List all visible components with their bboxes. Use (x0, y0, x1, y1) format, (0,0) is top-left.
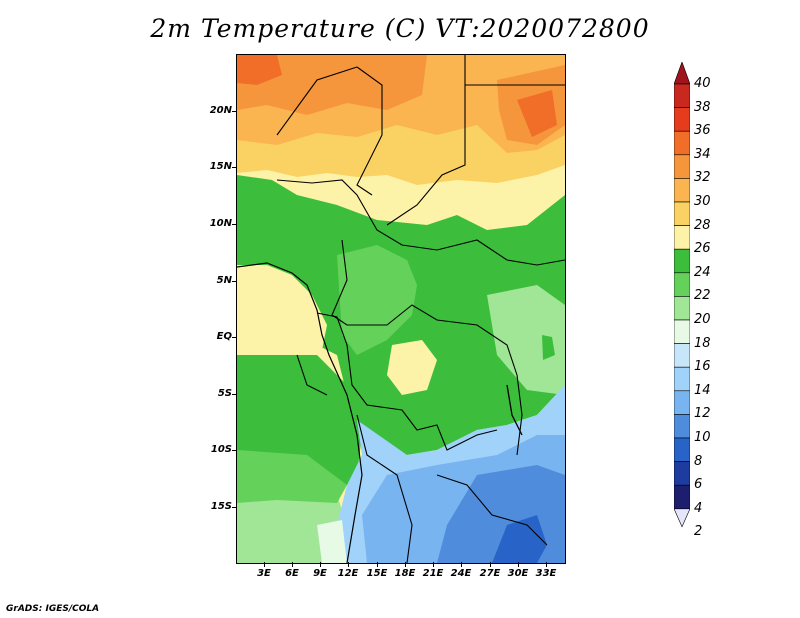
colorbar-label: 8 (694, 453, 703, 469)
lon-label-12e: 12E (337, 568, 359, 579)
lat-label-5n: 5N (216, 275, 232, 286)
colorbar-box (674, 319, 690, 344)
field-18-20-eastafrica (487, 285, 565, 395)
colorbar-box (674, 437, 690, 462)
colorbar-label: 26 (694, 241, 711, 257)
colorbar-box (674, 154, 690, 179)
colorbar-box (674, 390, 690, 415)
lat-tick (232, 111, 237, 112)
colorbar-box-bottom (674, 508, 690, 528)
lat-tick (232, 167, 237, 168)
colorbar-label: 12 (694, 406, 711, 422)
colorbar-box (674, 296, 690, 321)
lon-tick (377, 562, 378, 567)
colorbar-label: 34 (694, 146, 711, 162)
colorbar-label: 16 (694, 359, 711, 375)
lon-tick (518, 562, 519, 567)
colorbar-label: 40 (694, 76, 711, 91)
colorbar-box (674, 225, 690, 250)
colorbar-box (674, 366, 690, 392)
lon-tick (264, 562, 265, 567)
lon-tick (320, 562, 321, 567)
lat-tick (232, 394, 237, 395)
coastline (237, 262, 363, 563)
lon-tick (433, 562, 434, 567)
lon-tick (405, 562, 406, 567)
lon-label-15e: 15E (366, 568, 388, 579)
lat-label-10n: 10N (209, 218, 232, 229)
lon-tick (292, 562, 293, 567)
colorbar-box (674, 107, 690, 132)
lon-label-30e: 30E (507, 568, 529, 579)
lat-tick (232, 507, 237, 508)
colorbar-box (674, 272, 690, 297)
colorbar-label: 30 (694, 194, 711, 209)
colorbar-label: 4 (694, 500, 703, 516)
lon-label-21e: 21E (422, 568, 444, 579)
colorbar-label: 36 (694, 123, 711, 139)
temperature-map (236, 54, 566, 564)
colorbar-box (674, 201, 690, 226)
lat-tick (232, 337, 237, 338)
colorbar-box (674, 83, 690, 108)
colorbar-label: 18 (694, 335, 711, 351)
field-20-22-angola (237, 450, 347, 503)
field-18-20-southwest (237, 490, 347, 563)
lon-label-27e: 27E (479, 568, 501, 579)
colorbar-label: 38 (694, 99, 711, 115)
lon-label-9e: 9E (313, 568, 327, 579)
field-20-22-basin (337, 245, 417, 355)
colorbar-box (674, 414, 690, 439)
colorbar-box (674, 461, 690, 486)
field-34-36-east (517, 90, 557, 137)
lat-tick (232, 450, 237, 451)
field-34-36 (237, 55, 282, 85)
lat-label-15n: 15N (209, 161, 232, 172)
temperature-field (237, 55, 565, 563)
lon-tick (461, 562, 462, 567)
colorbar-label: 24 (694, 264, 711, 280)
lat-tick (232, 281, 237, 282)
colorbar-label: 2 (694, 524, 703, 540)
country-borders (276, 55, 565, 563)
lat-label-15s: 15S (210, 501, 232, 512)
lake-tanganyika (506, 384, 523, 436)
colorbar-label: 22 (694, 288, 711, 304)
field-32-34-west (237, 55, 427, 115)
field-8-10 (492, 515, 547, 563)
colorbar-label: 32 (694, 170, 711, 186)
colorbar-box (674, 484, 690, 510)
lon-tick (348, 562, 349, 567)
lat-label-20n: 20N (209, 105, 232, 116)
lon-tick (490, 562, 491, 567)
field-24-26-coast (237, 265, 327, 355)
colorbar-box (674, 130, 690, 156)
field-24-26-basin (387, 340, 437, 395)
lon-label-24e: 24E (450, 568, 472, 579)
colorbar-box-top (674, 62, 690, 85)
colorbar-label: 6 (694, 477, 703, 493)
lat-label-eq: EQ (216, 331, 232, 342)
lat-label-5s: 5S (217, 388, 232, 399)
lake-victoria (542, 335, 555, 360)
map-title: 2m Temperature (C) VT:2020072800 (150, 14, 650, 43)
colorbar-box (674, 178, 690, 203)
colorbar-label: 10 (694, 430, 711, 445)
colorbar-box (674, 343, 690, 368)
footer-credit: GrADS: IGES/COLA (6, 604, 100, 614)
colorbar (674, 62, 690, 528)
lon-label-33e: 33E (535, 568, 557, 579)
lat-label-10s: 10S (210, 444, 232, 455)
lon-label-18e: 18E (394, 568, 416, 579)
lon-label-6e: 6E (285, 568, 299, 579)
lon-tick (546, 562, 547, 567)
colorbar-label: 28 (694, 217, 711, 233)
lat-tick (232, 224, 237, 225)
field-16-18 (317, 520, 347, 563)
lon-label-3e: 3E (257, 568, 271, 579)
colorbar-box (674, 248, 690, 274)
colorbar-label: 14 (694, 382, 711, 398)
colorbar-label: 20 (694, 312, 711, 327)
